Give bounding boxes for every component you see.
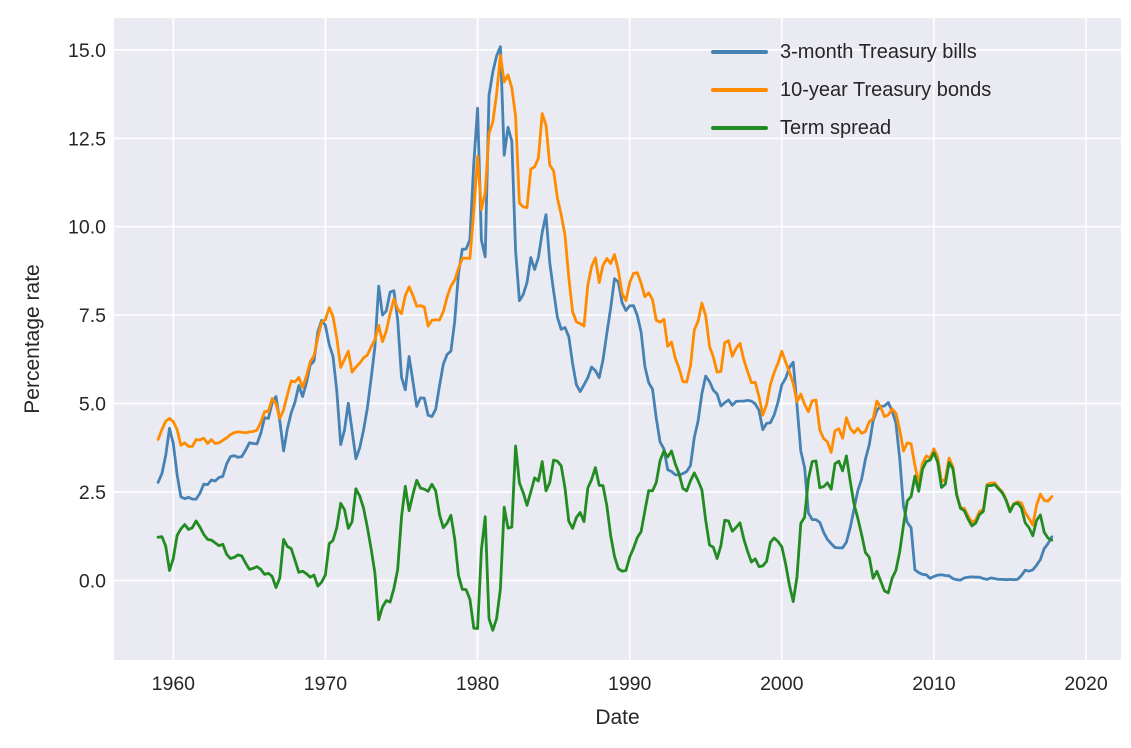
legend-item: 10-year Treasury bonds — [711, 71, 991, 109]
legend-swatch-bills — [711, 50, 768, 54]
x-tick-label: 1990 — [608, 673, 652, 695]
y-tick-label: 0.0 — [79, 570, 106, 592]
x-tick-label: 1970 — [304, 673, 348, 695]
y-axis-title-text: Percentage rate — [21, 264, 44, 414]
legend-item: Term spread — [711, 109, 991, 147]
y-tick-label: 12.5 — [68, 128, 106, 150]
x-tick-label: 2020 — [1064, 673, 1108, 695]
legend-label-bills: 3-month Treasury bills — [780, 40, 977, 63]
x-tick-label: 1980 — [456, 673, 500, 695]
y-tick-label: 15.0 — [68, 40, 106, 62]
x-tick-label: 1960 — [152, 673, 196, 695]
y-tick-label: 10.0 — [68, 217, 106, 239]
x-axis-title: Date — [595, 706, 640, 729]
legend-label-bonds: 10-year Treasury bonds — [780, 78, 992, 101]
legend-label-spread: Term spread — [780, 116, 892, 139]
legend-swatch-spread — [711, 126, 768, 130]
series-line-bills — [156, 45, 1054, 582]
series-line-spread — [156, 444, 1054, 632]
series-line-bonds — [156, 53, 1054, 527]
legend-item: 3-month Treasury bills — [711, 33, 991, 71]
x-tick-label: 2000 — [760, 673, 804, 695]
x-tick-label: 2010 — [912, 673, 956, 695]
legend: 3-month Treasury bills 10-year Treasury … — [711, 33, 991, 147]
y-tick-label: 7.5 — [79, 305, 106, 327]
y-tick-label: 2.5 — [79, 482, 106, 504]
y-tick-label: 5.0 — [79, 394, 106, 416]
legend-swatch-bonds — [711, 88, 768, 92]
